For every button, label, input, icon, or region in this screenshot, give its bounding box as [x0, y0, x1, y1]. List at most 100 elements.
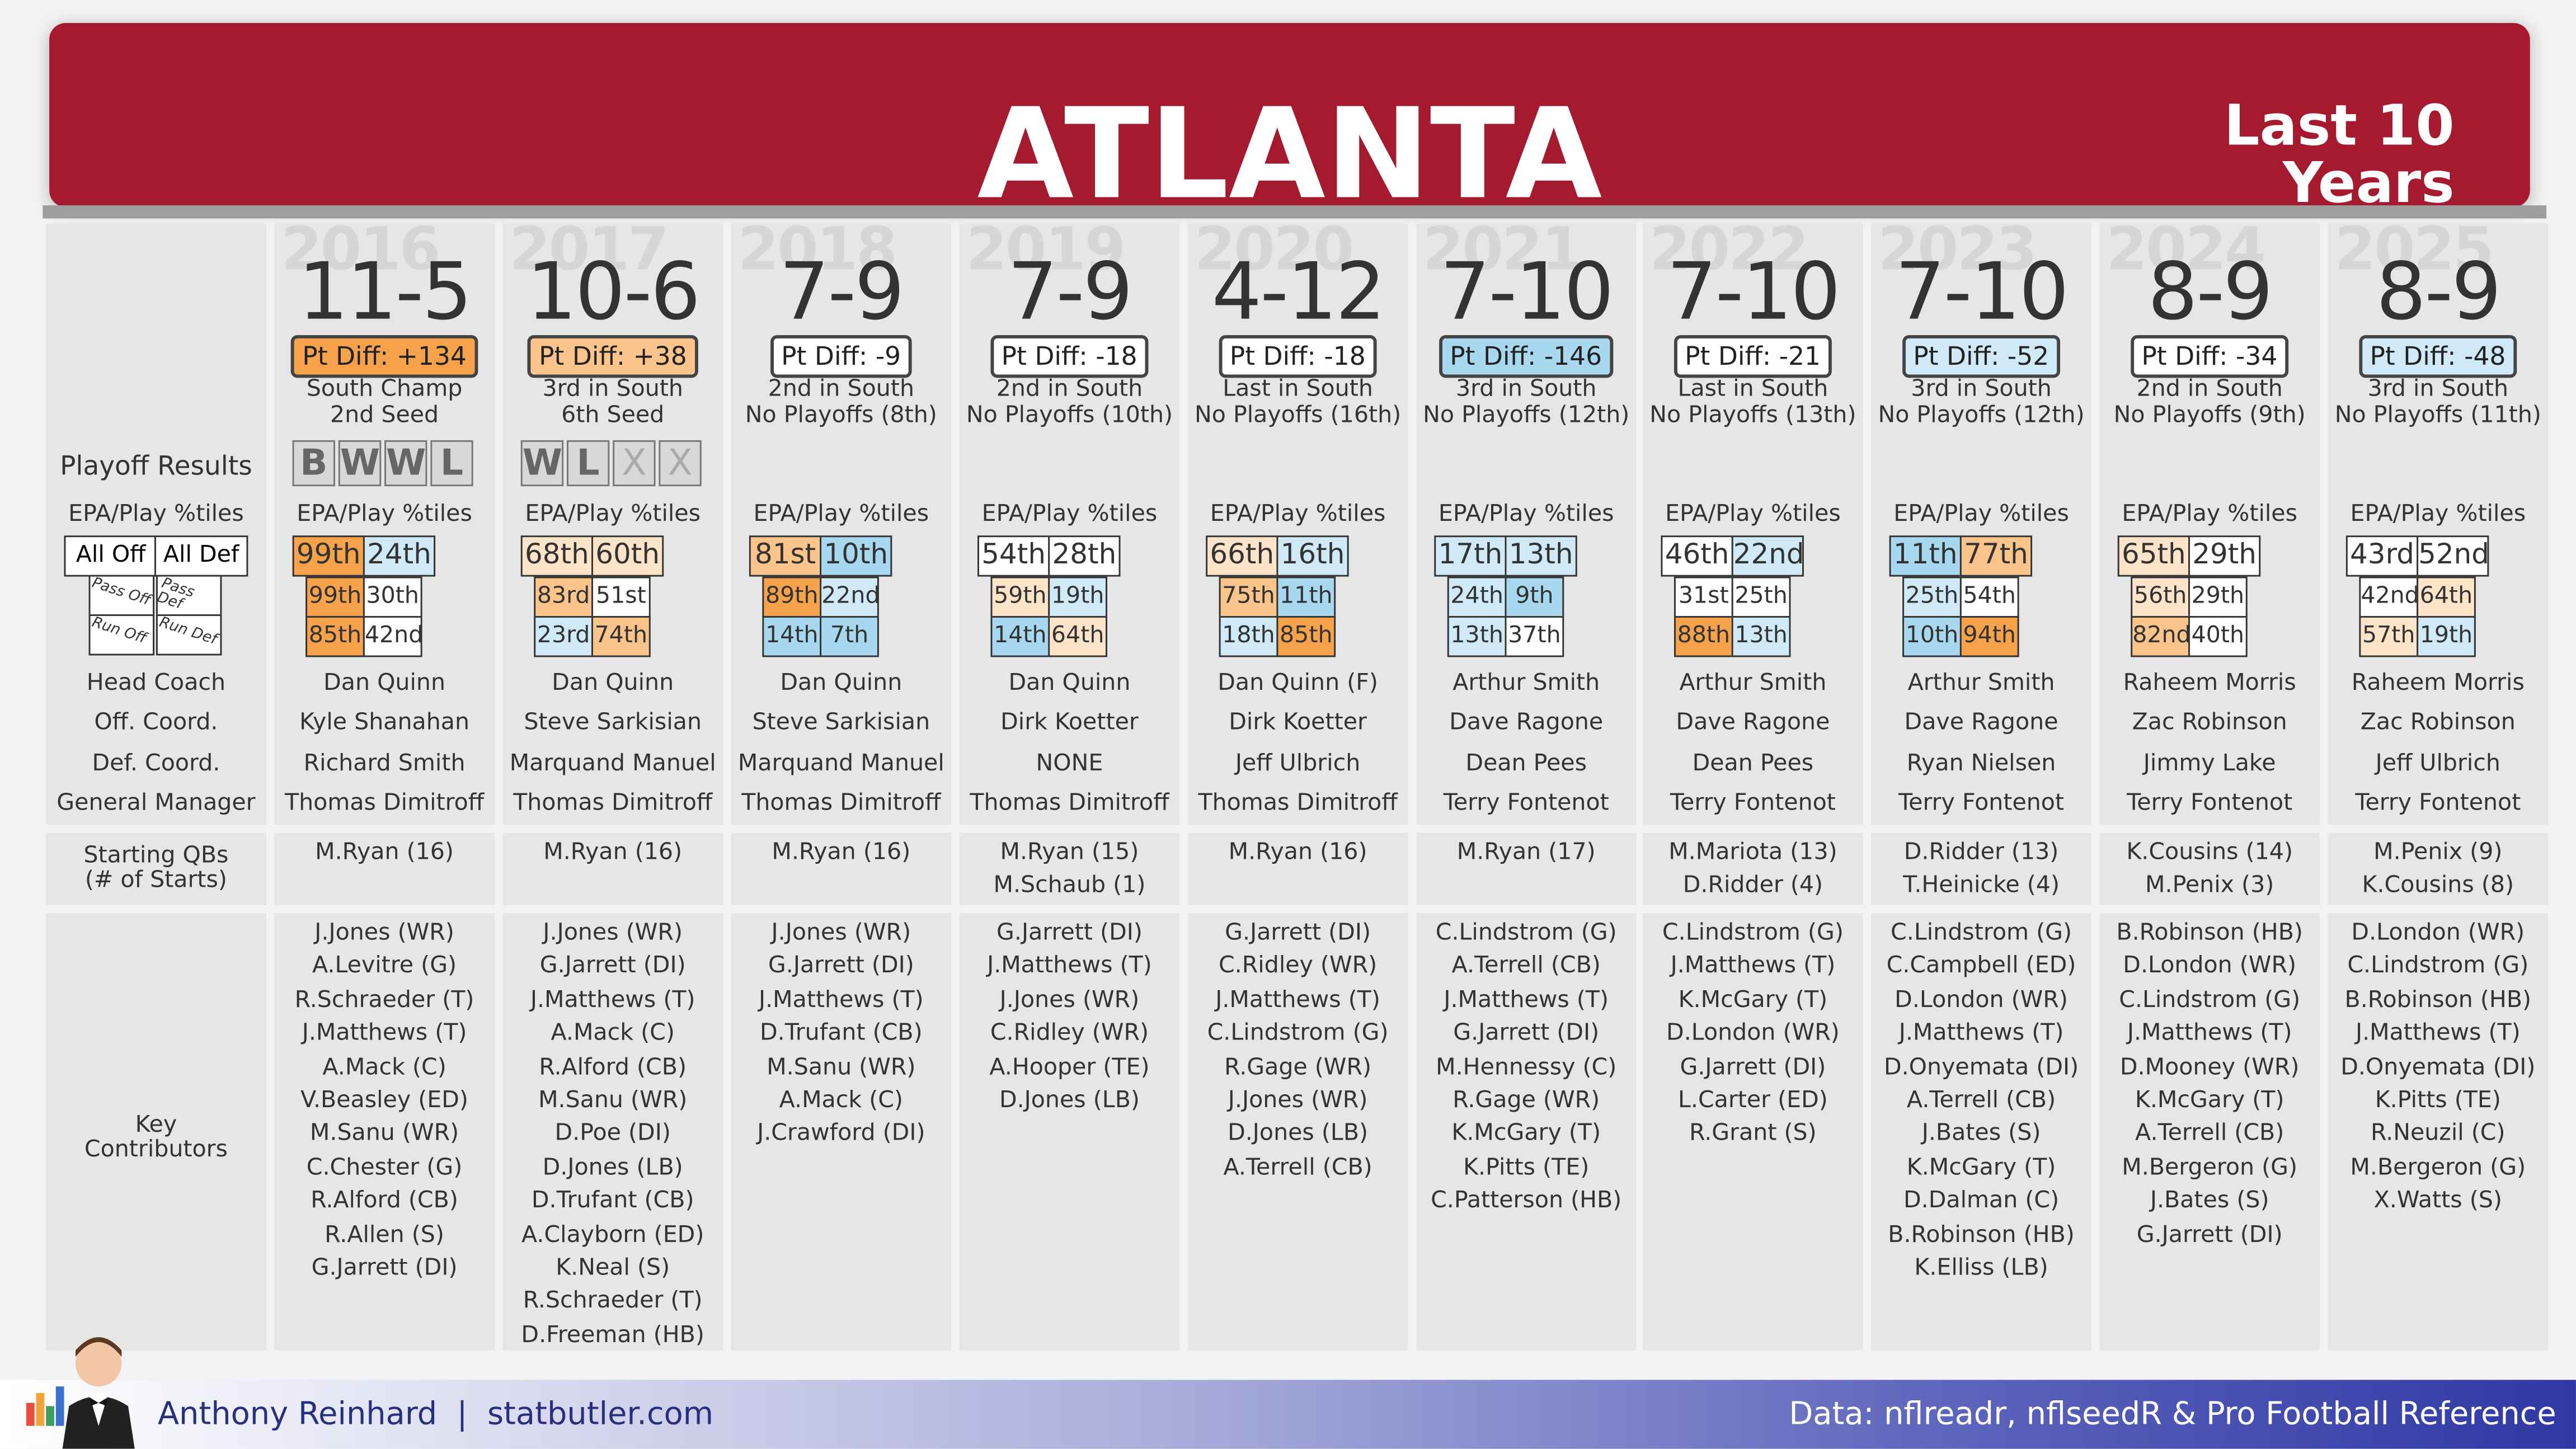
epa-header: EPA/Play %tiles [1210, 501, 1386, 528]
starting-qb: D.Ridder (13) [1903, 839, 2059, 866]
point-differential-badge: Pt Diff: -146 [1438, 335, 1614, 378]
key-contributor: J.Matthews (T) [1670, 953, 1836, 980]
epa-header-label: EPA/Play %tiles [68, 501, 244, 528]
epa-pass-def: 51st [591, 576, 651, 618]
key-contributor: J.Matthews (T) [2127, 1020, 2292, 1047]
offensive-coordinator: Dirk Koetter [1229, 709, 1367, 736]
key-contributor: A.Mack (C) [551, 1020, 675, 1047]
off-coord-label: Off. Coord. [94, 709, 218, 736]
legend-all-def: All Def [154, 535, 248, 577]
epa-all-def: 77th [1959, 535, 2033, 577]
season-panel-top [1643, 223, 1863, 825]
starting-qb: K.Cousins (14) [2126, 839, 2293, 866]
key-contributor: D.Trufant (CB) [759, 1020, 923, 1047]
epa-pass-off: 25th [1902, 576, 1962, 618]
key-contributor: K.Elliss (LB) [1914, 1255, 2048, 1282]
key-contributor: C.Ridley (WR) [1218, 953, 1378, 980]
epa-run-def: 7th [820, 616, 879, 657]
playoff-seed: No Playoffs (11th) [2334, 402, 2541, 429]
key-contributor: M.Sanu (WR) [309, 1121, 459, 1147]
key-contributor: M.Sanu (WR) [538, 1087, 688, 1114]
epa-run-off: 18th [1219, 616, 1278, 657]
playoff-seed: No Playoffs (16th) [1194, 402, 1402, 429]
key-contributor: D.Jones (LB) [999, 1087, 1140, 1114]
key-contributor: C.Chester (G) [306, 1154, 463, 1181]
key-contributor: D.London (WR) [2123, 953, 2297, 980]
head-coach: Dan Quinn [1008, 670, 1131, 697]
season-panel-top [959, 223, 1180, 825]
key-contributor: A.Mack (C) [322, 1053, 446, 1080]
playoff-game-result: X [613, 440, 656, 487]
epa-pass-def: 22nd [820, 576, 880, 618]
key-contributor: B.Robinson (HB) [2116, 920, 2303, 947]
title-banner: ATLANTA Last 10 Years [49, 23, 2530, 219]
starting-qb: M.Ryan (16) [1228, 839, 1367, 866]
season-record: 11-5 [298, 246, 472, 338]
season-record: 8-9 [2376, 246, 2502, 338]
key-contributor: G.Jarrett (DI) [996, 920, 1143, 947]
defensive-coordinator: Jeff Ulbrich [1235, 750, 1361, 777]
starting-qb: M.Penix (9) [2373, 839, 2503, 866]
epa-run-off: 23rd [534, 616, 593, 657]
epa-pass-def: 30th [363, 576, 422, 618]
key-contributor: R.Gage (WR) [1452, 1087, 1600, 1114]
point-differential-badge: Pt Diff: +38 [527, 335, 699, 378]
starting-qbs-label-line2: (# of Starts) [84, 867, 227, 894]
playoff-seed: No Playoffs (10th) [966, 402, 1173, 429]
defensive-coordinator: Jimmy Lake [2143, 750, 2276, 777]
key-contributor: M.Hennessy (C) [1436, 1053, 1617, 1080]
key-contributor: K.McGary (T) [2135, 1087, 2284, 1114]
legend-run-def-text: Run Def [157, 615, 219, 650]
epa-run-off: 14th [990, 616, 1050, 657]
key-contributor: D.Jones (LB) [1228, 1121, 1369, 1147]
epa-run-def: 42nd [363, 616, 423, 657]
key-contributor: R.Schraeder (T) [523, 1288, 703, 1315]
epa-all-def: 24th [363, 535, 436, 577]
playoff-seed: No Playoffs (12th) [1878, 402, 2085, 429]
playoff-seed: 6th Seed [561, 402, 665, 429]
subtitle-line-2: Years [2282, 151, 2455, 217]
epa-header: EPA/Play %tiles [525, 501, 701, 528]
key-contributor: M.Bergeron (G) [2350, 1154, 2526, 1181]
key-contributor: C.Ridley (WR) [990, 1020, 1149, 1047]
season-record: 7-9 [1007, 246, 1133, 338]
key-contributor: G.Jarrett (DI) [2136, 1221, 2283, 1248]
epa-run-def: 19th [2417, 616, 2476, 657]
starting-qb: M.Ryan (17) [1456, 839, 1596, 866]
season-panel-contributors [274, 913, 495, 1351]
starting-qb: M.Ryan (16) [315, 839, 454, 866]
playoff-game-result: L [566, 440, 610, 487]
playoff-seed: No Playoffs (13th) [1649, 402, 1856, 429]
season-record: 7-9 [779, 246, 905, 338]
key-contributor: A.Levitre (G) [312, 953, 457, 980]
general-manager: Thomas Dimitroff [741, 790, 941, 817]
key-contributor: C.Lindstrom (G) [1662, 920, 1844, 947]
season-panel-qbs [1871, 832, 2091, 905]
season-record: 7-10 [1440, 246, 1614, 338]
epa-pass-off: 24th [1447, 576, 1507, 618]
starting-qb: M.Mariota (13) [1668, 839, 1837, 866]
epa-header: EPA/Play %tiles [2122, 501, 2298, 528]
starting-qbs-label: Starting QBs (# of Starts) [46, 844, 266, 893]
epa-all-off: 81st [749, 535, 822, 577]
starting-qbs-label-line1: Starting QBs [83, 843, 229, 869]
epa-pass-off: 31st [1674, 576, 1733, 618]
page-title: ATLANTA [977, 80, 1602, 227]
defensive-coordinator: Dean Pees [1465, 750, 1587, 777]
head-coach: Arthur Smith [1907, 670, 2055, 697]
playoff-game-result: L [430, 440, 473, 487]
epa-all-off: 17th [1434, 535, 1507, 577]
key-contributor: L.Carter (ED) [1678, 1087, 1828, 1114]
offensive-coordinator: Zac Robinson [2360, 709, 2516, 736]
season-panel-qbs [274, 832, 495, 905]
epa-all-off: 68th [520, 535, 593, 577]
key-contributor: R.Alford (CB) [311, 1188, 458, 1215]
key-contributor: C.Lindstrom (G) [2347, 953, 2529, 980]
general-manager: Thomas Dimitroff [1198, 790, 1398, 817]
key-contributor: V.Beasley (ED) [300, 1087, 468, 1114]
butler-logo-icon [23, 1327, 141, 1449]
season-panel-top [274, 223, 495, 825]
starting-qb: M.Ryan (16) [772, 839, 911, 866]
key-contributor: J.Bates (S) [1921, 1121, 2041, 1147]
key-contributor: D.Trufant (CB) [531, 1188, 694, 1215]
